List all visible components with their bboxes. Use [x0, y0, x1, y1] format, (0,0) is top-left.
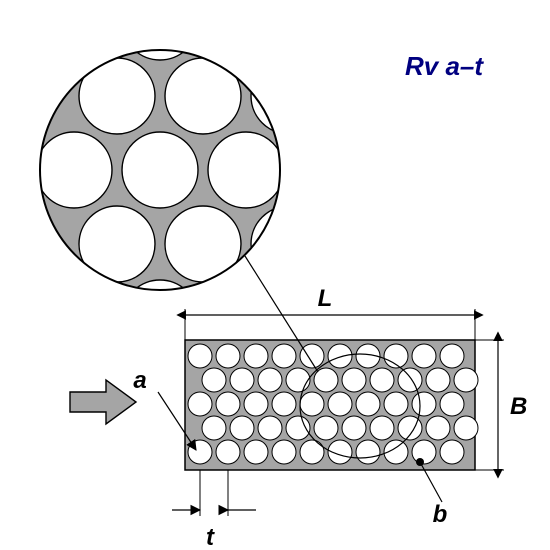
magnifier-detail	[36, 0, 413, 356]
dimension-t: t	[172, 470, 256, 550]
svg-text:t: t	[206, 524, 215, 550]
svg-text:a: a	[133, 367, 146, 394]
direction-arrow-icon	[70, 380, 136, 424]
svg-text:b: b	[433, 501, 448, 528]
dimension-B: B	[475, 340, 527, 470]
dimension-L: L	[185, 285, 475, 340]
svg-text:L: L	[318, 285, 333, 312]
svg-text:B: B	[510, 393, 527, 420]
formula-label: Rv a–t	[405, 51, 484, 81]
